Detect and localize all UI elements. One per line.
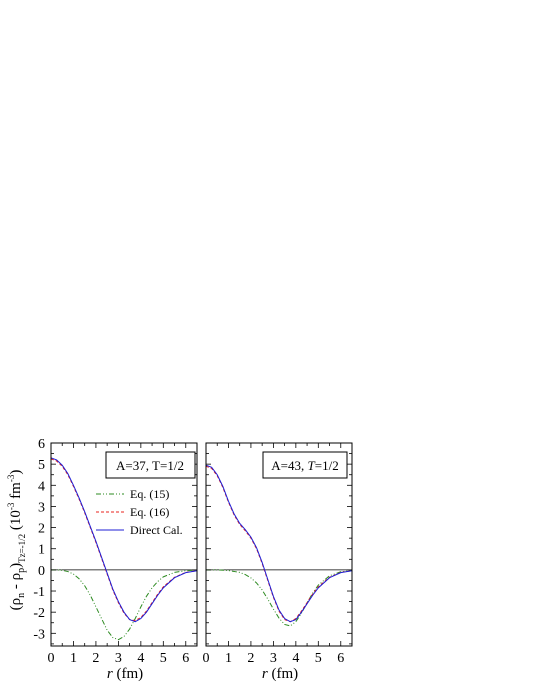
x-tick-label: 3 <box>270 651 277 666</box>
y-tick-label: 0 <box>38 564 45 579</box>
y-tick-label: 1 <box>38 543 45 558</box>
y-axis-title: (ρn - ρp)Tz=-1/2 (10-3 fm-3) <box>6 470 27 611</box>
legend-label-eq16: Eq. (16) <box>130 505 169 519</box>
y-tick-label: 5 <box>38 458 45 473</box>
legend-label-direct: Direct Cal. <box>130 523 183 537</box>
x-tick-label: 6 <box>182 651 189 666</box>
series-line-direct-cal <box>205 464 353 623</box>
annotation-box-right <box>262 451 348 479</box>
x-tick-label: 0 <box>48 651 55 666</box>
legend: Eq. (15) Eq. (16) Direct Cal. <box>96 487 183 537</box>
y-tick-label: 3 <box>38 500 45 515</box>
y-tick-label: 4 <box>38 479 45 494</box>
annotation-box-left <box>105 451 196 479</box>
annotation-right: A=43, T=1/2 <box>271 458 338 473</box>
series-line-eq-15 <box>51 569 198 641</box>
x-tick-label: 4 <box>137 651 144 666</box>
y-tick-label: 6 <box>38 437 45 452</box>
x-axis-title-right: r (fm) <box>262 666 298 682</box>
x-tick-label: 1 <box>70 651 77 666</box>
x-tick-label: 1 <box>225 651 232 666</box>
x-tick-label: 3 <box>115 651 122 666</box>
y-tick-label: -3 <box>33 627 45 642</box>
plot-frame <box>205 442 353 647</box>
x-tick-label: 5 <box>160 651 167 666</box>
x-tick-label: 0 <box>203 651 210 666</box>
y-tick-label: -2 <box>33 606 45 621</box>
x-axis-title-left: r (fm) <box>107 666 143 682</box>
series-line-eq-15 <box>206 569 353 627</box>
series-line-direct-cal <box>50 457 198 623</box>
x-tick-label: 4 <box>292 651 299 666</box>
legend-label-eq15: Eq. (15) <box>130 487 169 501</box>
series-line-eq-16 <box>205 465 353 623</box>
x-tick-label: 5 <box>315 651 322 666</box>
x-tick-label: 2 <box>247 651 254 666</box>
plot-frame <box>50 442 198 647</box>
y-tick-label: 2 <box>38 522 45 537</box>
annotation-left: A=37, T=1/2 <box>116 458 184 473</box>
x-tick-label: 2 <box>92 651 99 666</box>
x-tick-label: 6 <box>337 651 344 666</box>
y-tick-label: -1 <box>33 585 45 600</box>
